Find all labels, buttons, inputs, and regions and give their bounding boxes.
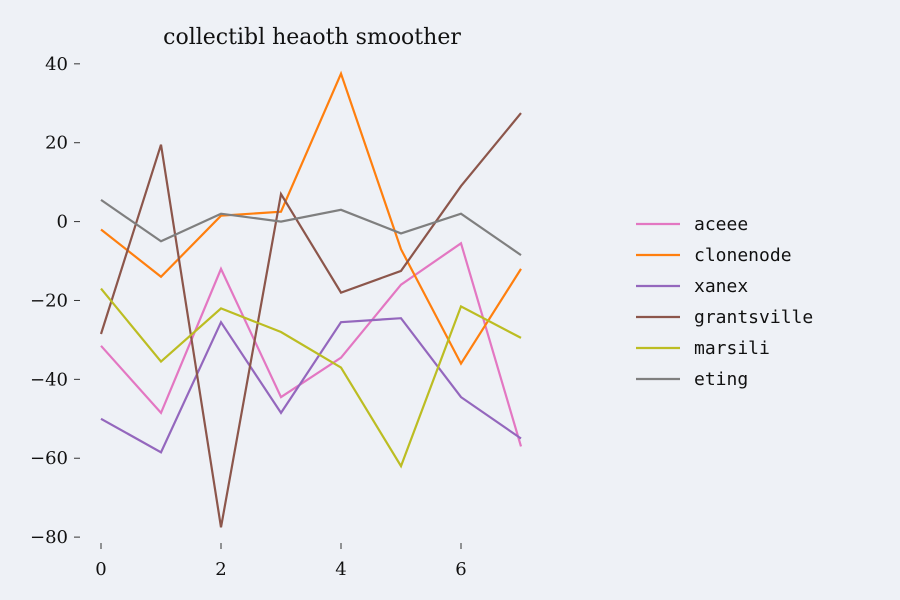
y-tick-label: −60 (30, 448, 68, 469)
chart-title: collectibl heaoth smoother (163, 25, 461, 50)
x-tick-label: 0 (95, 559, 106, 580)
y-tick-label: −80 (30, 527, 68, 548)
plot-lines (99, 70, 523, 528)
y-tick-label: −40 (30, 369, 68, 390)
y-tick-label: −20 (30, 290, 68, 311)
x-tick-label: 6 (455, 559, 466, 580)
series-line-aceee (100, 241, 523, 447)
y-axis: 40 20 0 −20 −40 −60 −80 (30, 54, 80, 548)
series-line-clonenode (100, 70, 522, 366)
y-tick-label: 0 (57, 212, 68, 233)
x-tick-label: 4 (335, 559, 346, 580)
legend-label-marsili: marsili (694, 338, 770, 359)
series-line-eting (100, 198, 522, 257)
legend-label-grantsville: grantsville (694, 307, 813, 328)
legend: aceee clonenode xanex grantsville marsili eti… (636, 214, 813, 390)
y-tick-label: 20 (45, 133, 68, 154)
series-line-marsili (100, 287, 522, 469)
x-tick-label: 2 (215, 559, 226, 580)
legend-label-aceee: aceee (694, 214, 748, 235)
legend-label-eting: eting (694, 369, 748, 390)
legend-label-xanex: xanex (694, 276, 748, 297)
x-axis: 0 2 4 6 (95, 543, 467, 580)
series-line-xanex (100, 317, 522, 454)
series-line-grantsville (99, 112, 522, 528)
legend-label-clonenode: clonenode (694, 245, 792, 266)
y-tick-label: 40 (45, 54, 68, 75)
